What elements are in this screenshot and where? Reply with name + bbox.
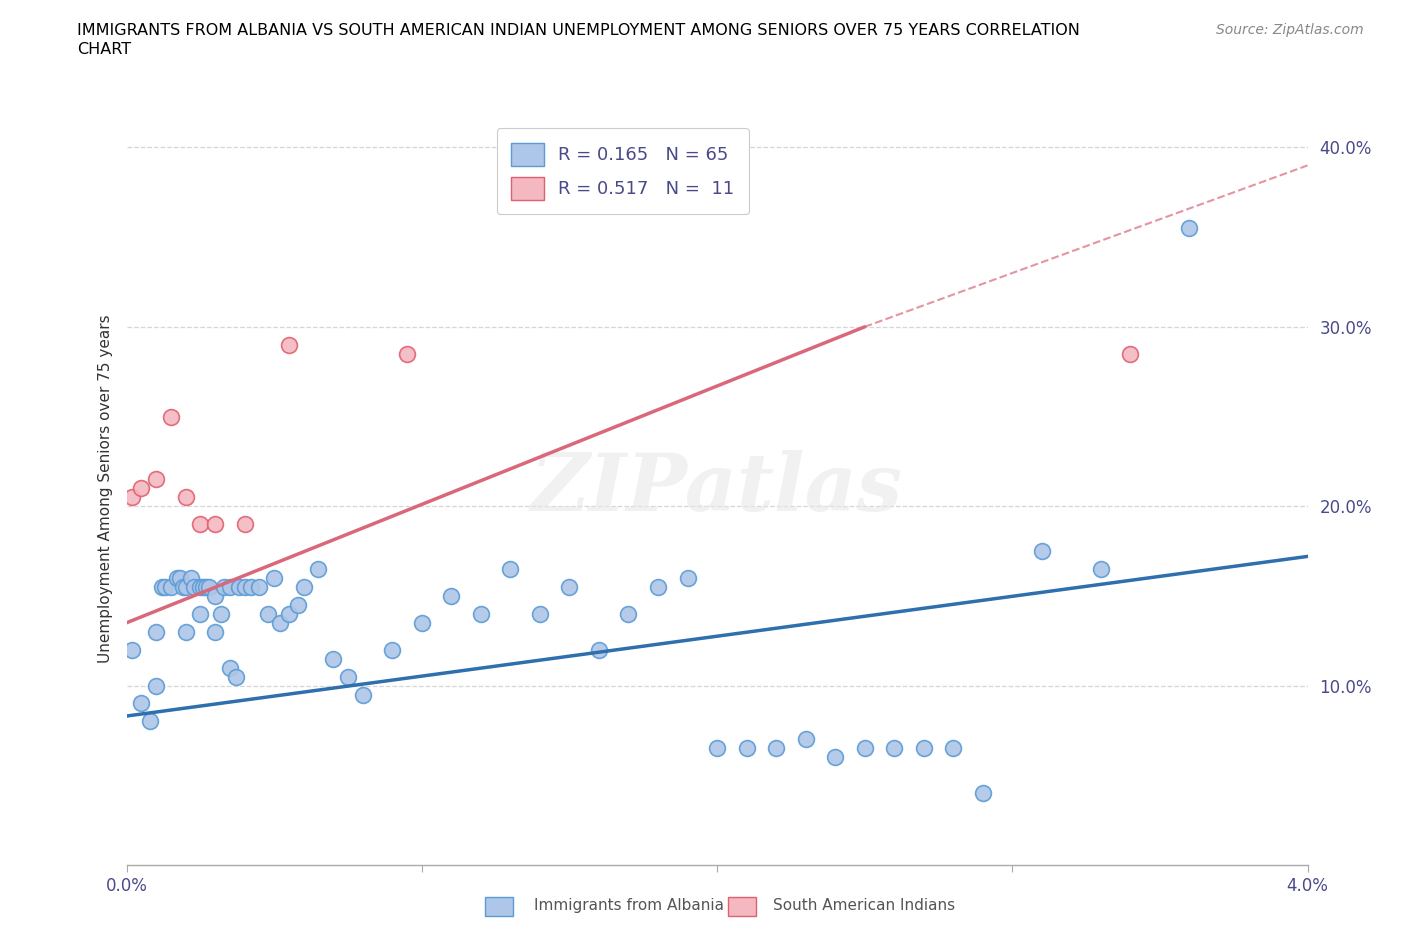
Point: [204, 589, 226, 604]
Point: [307, 562, 329, 577]
Point: [228, 579, 250, 594]
Point: [647, 579, 669, 594]
Point: [183, 579, 205, 594]
Point: [853, 741, 876, 756]
Point: [735, 741, 758, 756]
Point: [188, 579, 212, 594]
Point: [470, 606, 492, 621]
Point: [278, 606, 301, 621]
Point: [912, 741, 935, 756]
Text: South American Indians: South American Indians: [773, 897, 956, 912]
Point: [292, 579, 315, 594]
Point: [174, 490, 197, 505]
Point: [121, 643, 143, 658]
Point: [180, 570, 202, 585]
Text: Source: ZipAtlas.com: Source: ZipAtlas.com: [1216, 23, 1364, 37]
Point: [198, 579, 221, 594]
Point: [972, 786, 994, 801]
Point: [219, 579, 242, 594]
Point: [249, 579, 271, 594]
Point: [195, 579, 218, 594]
Point: [121, 490, 143, 505]
Point: [883, 741, 905, 756]
Point: [129, 481, 153, 496]
Point: [529, 606, 551, 621]
Point: [174, 624, 197, 639]
Point: [1031, 543, 1053, 558]
Legend: R = 0.165   N = 65, R = 0.517   N =  11: R = 0.165 N = 65, R = 0.517 N = 11: [496, 128, 748, 214]
Point: [169, 570, 191, 585]
Point: [150, 579, 173, 594]
Point: [209, 606, 232, 621]
Point: [204, 624, 226, 639]
Point: [706, 741, 728, 756]
Point: [212, 579, 235, 594]
Point: [153, 579, 176, 594]
Text: CHART: CHART: [77, 42, 131, 57]
Point: [676, 570, 699, 585]
Point: [233, 579, 256, 594]
Text: Immigrants from Albania: Immigrants from Albania: [534, 897, 724, 912]
Point: [942, 741, 965, 756]
Point: [352, 687, 374, 702]
Point: [145, 624, 167, 639]
Point: [794, 732, 817, 747]
Point: [225, 670, 247, 684]
Point: [145, 472, 167, 486]
Point: [160, 409, 183, 424]
Point: [160, 579, 183, 594]
Y-axis label: Unemployment Among Seniors over 75 years: Unemployment Among Seniors over 75 years: [97, 314, 112, 662]
Point: [824, 750, 846, 764]
Point: [396, 346, 419, 361]
Point: [239, 579, 262, 594]
Point: [381, 643, 404, 658]
Point: [558, 579, 581, 594]
Point: [440, 589, 463, 604]
Text: ZIPatlas: ZIPatlas: [531, 449, 903, 527]
Point: [269, 616, 291, 631]
Point: [1178, 220, 1201, 235]
Point: [278, 338, 301, 352]
Point: [617, 606, 640, 621]
Point: [188, 517, 212, 532]
Point: [765, 741, 787, 756]
Point: [172, 579, 194, 594]
Point: [139, 714, 162, 729]
Point: [411, 616, 433, 631]
Point: [257, 606, 280, 621]
Point: [129, 696, 153, 711]
Point: [588, 643, 610, 658]
Point: [174, 579, 197, 594]
Point: [499, 562, 522, 577]
Point: [204, 517, 226, 532]
Point: [337, 670, 360, 684]
Point: [263, 570, 285, 585]
Text: IMMIGRANTS FROM ALBANIA VS SOUTH AMERICAN INDIAN UNEMPLOYMENT AMONG SENIORS OVER: IMMIGRANTS FROM ALBANIA VS SOUTH AMERICA…: [77, 23, 1080, 38]
Point: [188, 606, 212, 621]
Point: [166, 570, 188, 585]
Point: [193, 579, 215, 594]
Point: [1119, 346, 1142, 361]
Point: [219, 660, 242, 675]
Point: [233, 517, 256, 532]
Point: [145, 678, 167, 693]
Point: [322, 651, 344, 666]
Point: [287, 597, 309, 612]
Point: [1090, 562, 1112, 577]
